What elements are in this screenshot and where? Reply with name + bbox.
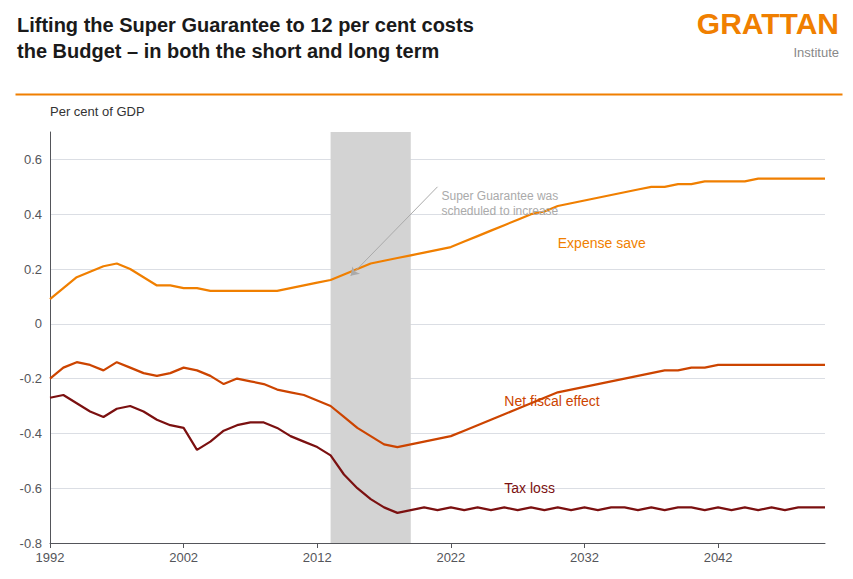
svg-text:GRATTAN: GRATTAN <box>697 7 839 40</box>
svg-text:0.6: 0.6 <box>24 152 42 167</box>
svg-text:2022: 2022 <box>436 550 465 565</box>
svg-text:-0.4: -0.4 <box>20 426 42 441</box>
svg-text:Per cent of GDP: Per cent of GDP <box>50 104 145 119</box>
svg-text:2002: 2002 <box>169 550 198 565</box>
svg-text:0.2: 0.2 <box>24 262 42 277</box>
svg-text:2032: 2032 <box>570 550 599 565</box>
svg-text:the Budget – in both the short: the Budget – in both the short and long … <box>17 40 439 62</box>
svg-text:scheduled to increase: scheduled to increase <box>442 204 559 218</box>
svg-text:1992: 1992 <box>36 550 65 565</box>
svg-text:Tax loss: Tax loss <box>504 480 555 496</box>
svg-text:2042: 2042 <box>704 550 733 565</box>
svg-text:-0.2: -0.2 <box>20 371 42 386</box>
svg-text:Net fiscal effect: Net fiscal effect <box>504 393 600 409</box>
svg-text:0.4: 0.4 <box>24 207 42 222</box>
svg-text:Institute: Institute <box>793 45 839 60</box>
svg-text:-0.8: -0.8 <box>20 536 42 551</box>
svg-text:-0.6: -0.6 <box>20 481 42 496</box>
svg-text:0: 0 <box>35 316 42 331</box>
svg-text:Lifting the Super Guarantee to: Lifting the Super Guarantee to 12 per ce… <box>17 14 474 36</box>
svg-text:Expense save: Expense save <box>558 235 646 251</box>
svg-text:Super Guarantee was: Super Guarantee was <box>442 189 559 203</box>
svg-text:2012: 2012 <box>303 550 332 565</box>
